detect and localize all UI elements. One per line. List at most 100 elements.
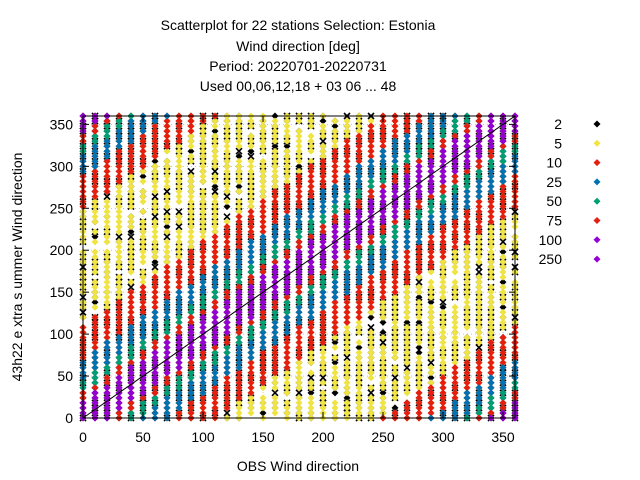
scatter-point	[283, 142, 291, 150]
scatter-point	[199, 228, 207, 236]
scatter-point	[139, 248, 147, 256]
scatter-point	[271, 167, 279, 175]
scatter-point	[127, 213, 135, 221]
scatter-point	[271, 177, 279, 185]
scatter-point	[391, 374, 399, 382]
scatter-point	[91, 238, 99, 246]
scatter-point	[139, 233, 147, 241]
scatter-point	[91, 248, 99, 256]
scatter-point	[307, 374, 315, 382]
scatter-point	[175, 233, 183, 241]
scatter-point	[283, 409, 291, 417]
scatter-point	[211, 127, 219, 135]
scatter-point	[211, 177, 219, 185]
scatter-point	[331, 339, 339, 346]
scatter-point	[223, 213, 231, 221]
scatter-point	[175, 193, 183, 201]
scatter-point	[247, 152, 255, 160]
scatter-point	[235, 142, 243, 150]
scatter-point	[115, 193, 123, 201]
scatter-point	[187, 137, 195, 145]
scatter-point	[115, 218, 123, 226]
scatter-point	[127, 263, 135, 271]
scatter-point	[211, 193, 219, 201]
scatter-point	[139, 253, 147, 261]
scatter-point	[247, 142, 255, 150]
scatter-point	[115, 288, 123, 296]
scatter-point	[127, 278, 135, 286]
scatter-point	[127, 248, 135, 256]
scatter-point	[91, 283, 99, 291]
scatter-point	[115, 278, 123, 286]
scatter-point	[235, 172, 243, 180]
scatter-point	[175, 198, 183, 206]
scatter-point	[223, 172, 231, 180]
scatter-point	[379, 328, 387, 336]
scatter-point	[331, 122, 339, 130]
scatter-point	[127, 238, 135, 246]
scatter-point	[247, 193, 255, 201]
scatter-point	[235, 198, 243, 206]
scatter-point	[247, 172, 255, 180]
scatter-point	[415, 349, 423, 357]
scatter-point	[295, 162, 303, 170]
scatter-point	[211, 213, 219, 221]
scatter-point	[163, 223, 171, 231]
scatter-point	[139, 198, 147, 206]
scatter-point	[199, 233, 207, 241]
scatter-point	[199, 172, 207, 180]
scatter-point	[163, 147, 171, 155]
scatter-point	[175, 238, 183, 246]
scatter-point	[175, 253, 183, 261]
scatter-point	[211, 132, 219, 140]
scatter-point	[271, 147, 279, 155]
scatter-point	[271, 399, 279, 407]
scatter-point	[259, 157, 267, 165]
scatter-point	[235, 147, 243, 155]
scatter-point	[139, 172, 147, 180]
scatter-point	[367, 323, 375, 331]
scatter-point	[499, 278, 507, 286]
scatter-point	[103, 223, 111, 231]
scatter-point	[103, 208, 111, 216]
scatter-point	[259, 193, 267, 201]
scatter-point	[199, 193, 207, 201]
scatter-point	[259, 147, 267, 155]
scatter-point	[103, 253, 111, 261]
scatter-points	[79, 112, 519, 422]
scatter-point	[91, 203, 99, 211]
scatter-point	[211, 208, 219, 216]
scatter-point	[103, 293, 111, 301]
scatter-point	[115, 238, 123, 246]
scatter-point	[283, 374, 291, 382]
scatter-point	[235, 177, 243, 185]
scatter-point	[259, 182, 267, 190]
scatter-point	[103, 192, 111, 201]
scatter-point	[115, 228, 123, 236]
scatter-point	[151, 198, 159, 206]
scatter-point	[115, 213, 123, 221]
scatter-point	[235, 167, 243, 175]
scatter-point	[211, 152, 219, 160]
scatter-point	[151, 192, 159, 201]
scatter-point	[247, 182, 255, 190]
scatter-point	[247, 157, 255, 165]
scatter-point	[283, 404, 291, 412]
scatter-point	[259, 404, 267, 412]
scatter-point	[367, 313, 375, 321]
scatter-point	[175, 188, 183, 195]
scatter-point	[235, 117, 243, 125]
scatter-point	[247, 122, 255, 130]
scatter-point	[259, 142, 267, 150]
scatter-point	[103, 268, 111, 276]
scatter-point	[91, 303, 99, 311]
scatter-point	[139, 278, 147, 286]
scatter-point	[199, 162, 207, 170]
scatter-point	[151, 233, 159, 241]
scatter-point	[163, 203, 171, 211]
scatter-point	[211, 122, 219, 130]
scatter-point	[235, 132, 243, 140]
scatter-point	[175, 157, 183, 165]
scatter-point	[307, 389, 315, 397]
scatter-point	[187, 147, 195, 155]
